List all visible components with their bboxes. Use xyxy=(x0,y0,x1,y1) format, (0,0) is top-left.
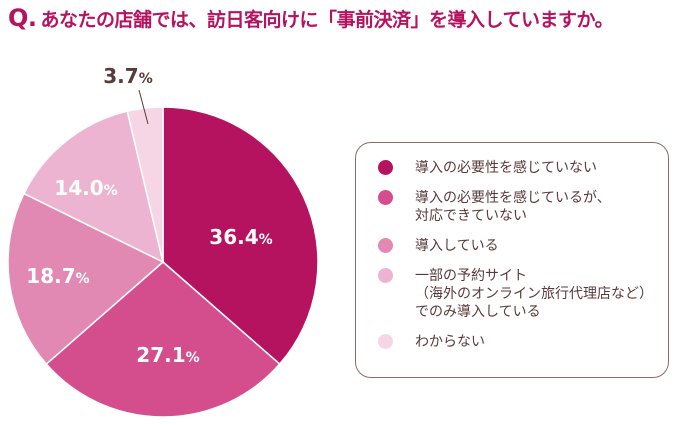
leader-line xyxy=(138,89,149,125)
legend-swatch xyxy=(378,160,393,175)
slice-label-2: 18.7% xyxy=(26,264,90,288)
slice-label-3: 14.0% xyxy=(54,176,118,200)
legend-swatch xyxy=(378,268,393,283)
slice-label-0: 36.4% xyxy=(209,225,273,249)
question-title: Q. あなたの店舗では、訪日客向けに「事前決済」を導入していますか。 xyxy=(8,4,614,32)
legend: 導入の必要性を感じていない 導入の必要性を感じているが、 対応できていない 導入… xyxy=(355,142,669,378)
legend-item: 一部の予約サイト （海外のオンライン旅行代理店など） でのみ導入している xyxy=(378,267,668,321)
slice-label-4: 3.7% xyxy=(103,64,153,88)
legend-item: 導入の必要性を感じているが、 対応できていない xyxy=(378,189,668,225)
legend-item: わからない xyxy=(378,333,668,351)
slice-label-1: 27.1% xyxy=(136,343,200,367)
pie-slice-4 xyxy=(126,106,164,263)
legend-swatch xyxy=(378,238,393,253)
pie-slice-1 xyxy=(45,261,281,418)
pie-slice-0 xyxy=(162,106,319,366)
pie-slice-3 xyxy=(22,110,165,264)
legend-item: 導入の必要性を感じていない xyxy=(378,159,668,177)
legend-swatch xyxy=(378,334,393,349)
legend-swatch xyxy=(378,190,393,205)
pie-slice-2 xyxy=(7,192,165,366)
legend-item: 導入している xyxy=(378,237,668,255)
q-mark: Q. xyxy=(8,4,37,32)
title-text: あなたの店舗では、訪日客向けに「事前決済」を導入していますか。 xyxy=(40,9,614,31)
